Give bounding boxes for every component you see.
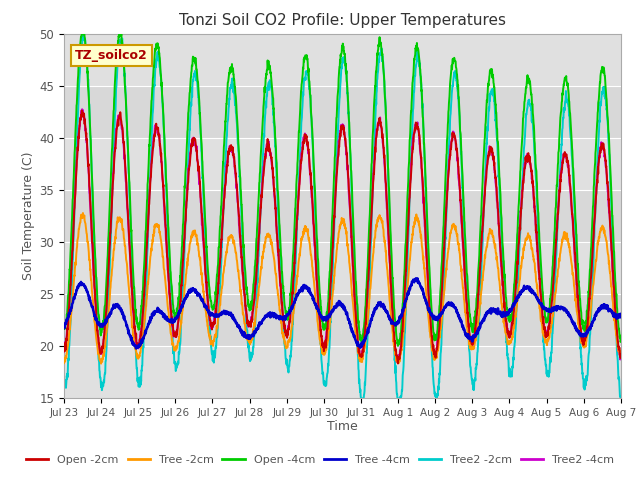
Bar	[64, 294, 621, 346]
Legend: Open -2cm, Tree -2cm, Open -4cm, Tree -4cm, Tree2 -2cm, Tree2 -4cm: Open -2cm, Tree -2cm, Open -4cm, Tree -4…	[22, 451, 618, 469]
Y-axis label: Soil Temperature (C): Soil Temperature (C)	[22, 152, 35, 280]
Bar	[64, 190, 621, 242]
Bar	[64, 86, 621, 138]
X-axis label: Time: Time	[327, 420, 358, 432]
Title: Tonzi Soil CO2 Profile: Upper Temperatures: Tonzi Soil CO2 Profile: Upper Temperatur…	[179, 13, 506, 28]
Text: TZ_soilco2: TZ_soilco2	[75, 49, 148, 62]
